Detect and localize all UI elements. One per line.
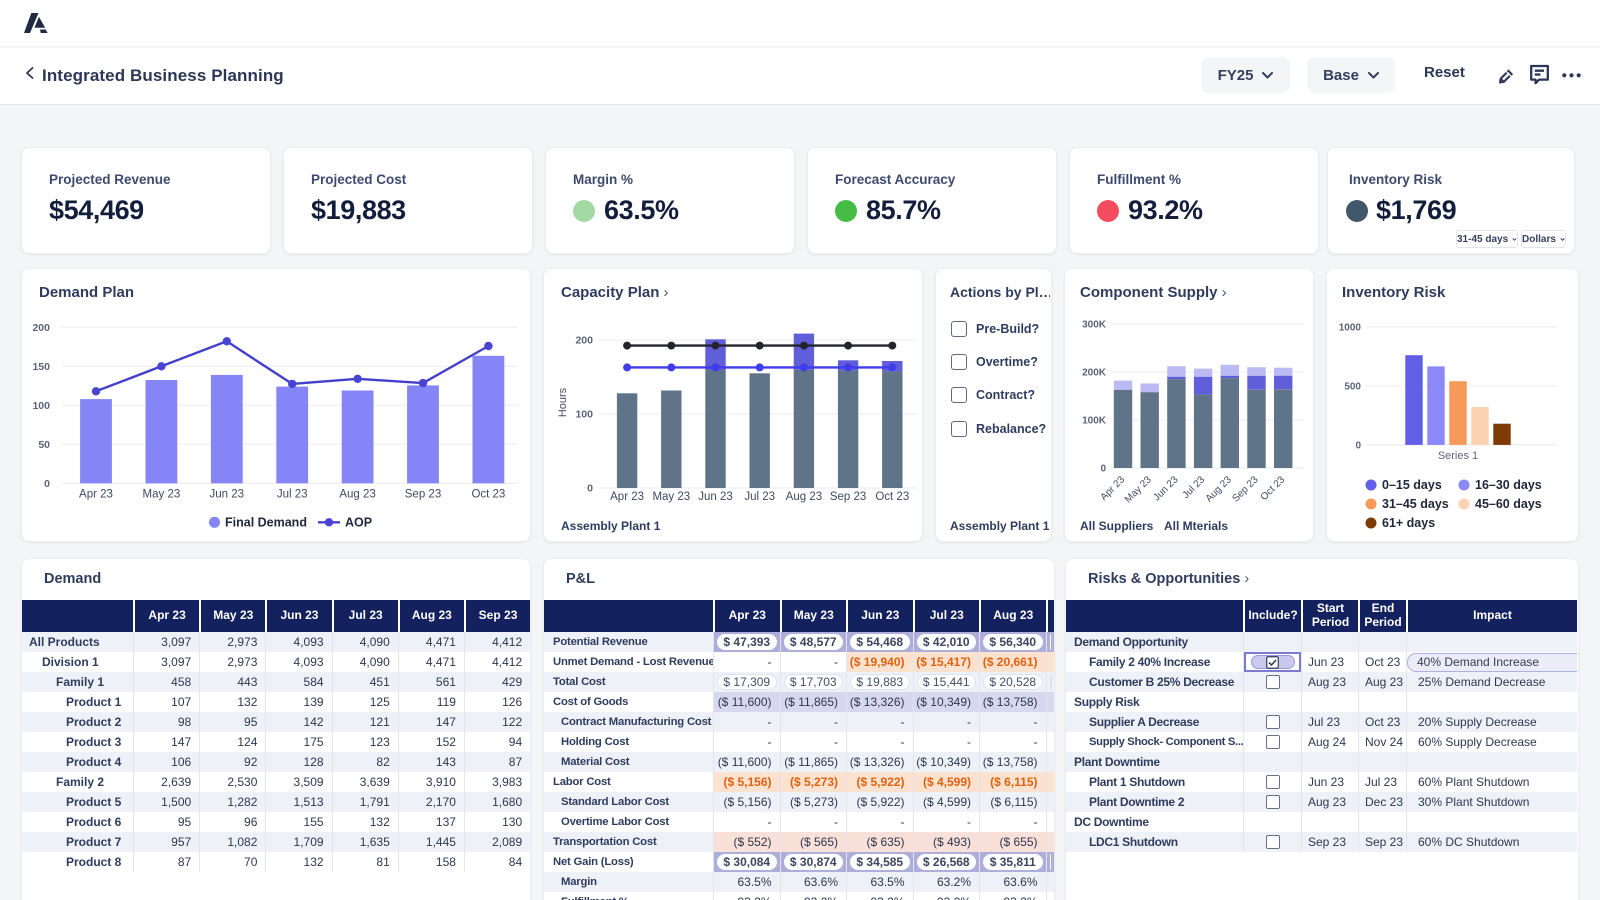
svg-text:31–45 days: 31–45 days — [1382, 497, 1449, 511]
svg-text:Apr 23: Apr 23 — [610, 491, 644, 503]
svg-text:200: 200 — [575, 335, 593, 347]
svg-text:0: 0 — [1100, 464, 1106, 475]
svg-text:150: 150 — [32, 361, 50, 373]
svg-text:Sep 23: Sep 23 — [830, 491, 866, 503]
svg-text:45–60 days: 45–60 days — [1475, 497, 1542, 511]
svg-text:61+ days: 61+ days — [1382, 516, 1435, 530]
svg-text:Jul 23: Jul 23 — [277, 489, 308, 501]
svg-text:AOP: AOP — [345, 516, 372, 530]
svg-text:300K: 300K — [1082, 320, 1107, 331]
svg-text:50: 50 — [38, 439, 50, 451]
svg-text:0–15 days: 0–15 days — [1382, 478, 1442, 492]
svg-text:Hours: Hours — [557, 387, 569, 417]
svg-text:Final Demand: Final Demand — [225, 516, 307, 530]
svg-text:100: 100 — [32, 400, 50, 412]
svg-text:500: 500 — [1344, 381, 1361, 392]
svg-text:Jun 23: Jun 23 — [1152, 474, 1181, 503]
svg-text:Oct 23: Oct 23 — [875, 491, 909, 503]
svg-text:100: 100 — [575, 409, 593, 421]
svg-text:Series 1: Series 1 — [1438, 450, 1478, 462]
svg-text:May 23: May 23 — [143, 489, 181, 501]
svg-text:Jul 23: Jul 23 — [744, 491, 775, 503]
svg-text:Aug 23: Aug 23 — [339, 489, 375, 501]
svg-text:16–30 days: 16–30 days — [1475, 478, 1542, 492]
svg-text:100K: 100K — [1082, 416, 1107, 427]
svg-text:May 23: May 23 — [652, 491, 690, 503]
svg-text:Apr 23: Apr 23 — [79, 489, 113, 501]
svg-text:0: 0 — [1355, 440, 1361, 451]
svg-text:Aug 23: Aug 23 — [1204, 474, 1234, 504]
svg-text:0: 0 — [587, 483, 593, 495]
svg-text:1000: 1000 — [1339, 322, 1362, 333]
svg-text:Jun 23: Jun 23 — [698, 491, 733, 503]
svg-text:Sep 23: Sep 23 — [1230, 474, 1260, 504]
svg-text:0: 0 — [44, 478, 50, 490]
svg-text:Sep 23: Sep 23 — [405, 489, 441, 501]
svg-text:Jun 23: Jun 23 — [210, 489, 245, 501]
svg-text:Oct 23: Oct 23 — [471, 489, 505, 501]
svg-text:200K: 200K — [1082, 368, 1107, 379]
svg-text:Oct 23: Oct 23 — [1259, 474, 1288, 503]
svg-text:200: 200 — [32, 322, 50, 334]
svg-text:Aug 23: Aug 23 — [786, 491, 822, 503]
svg-text:May 23: May 23 — [1123, 474, 1154, 505]
